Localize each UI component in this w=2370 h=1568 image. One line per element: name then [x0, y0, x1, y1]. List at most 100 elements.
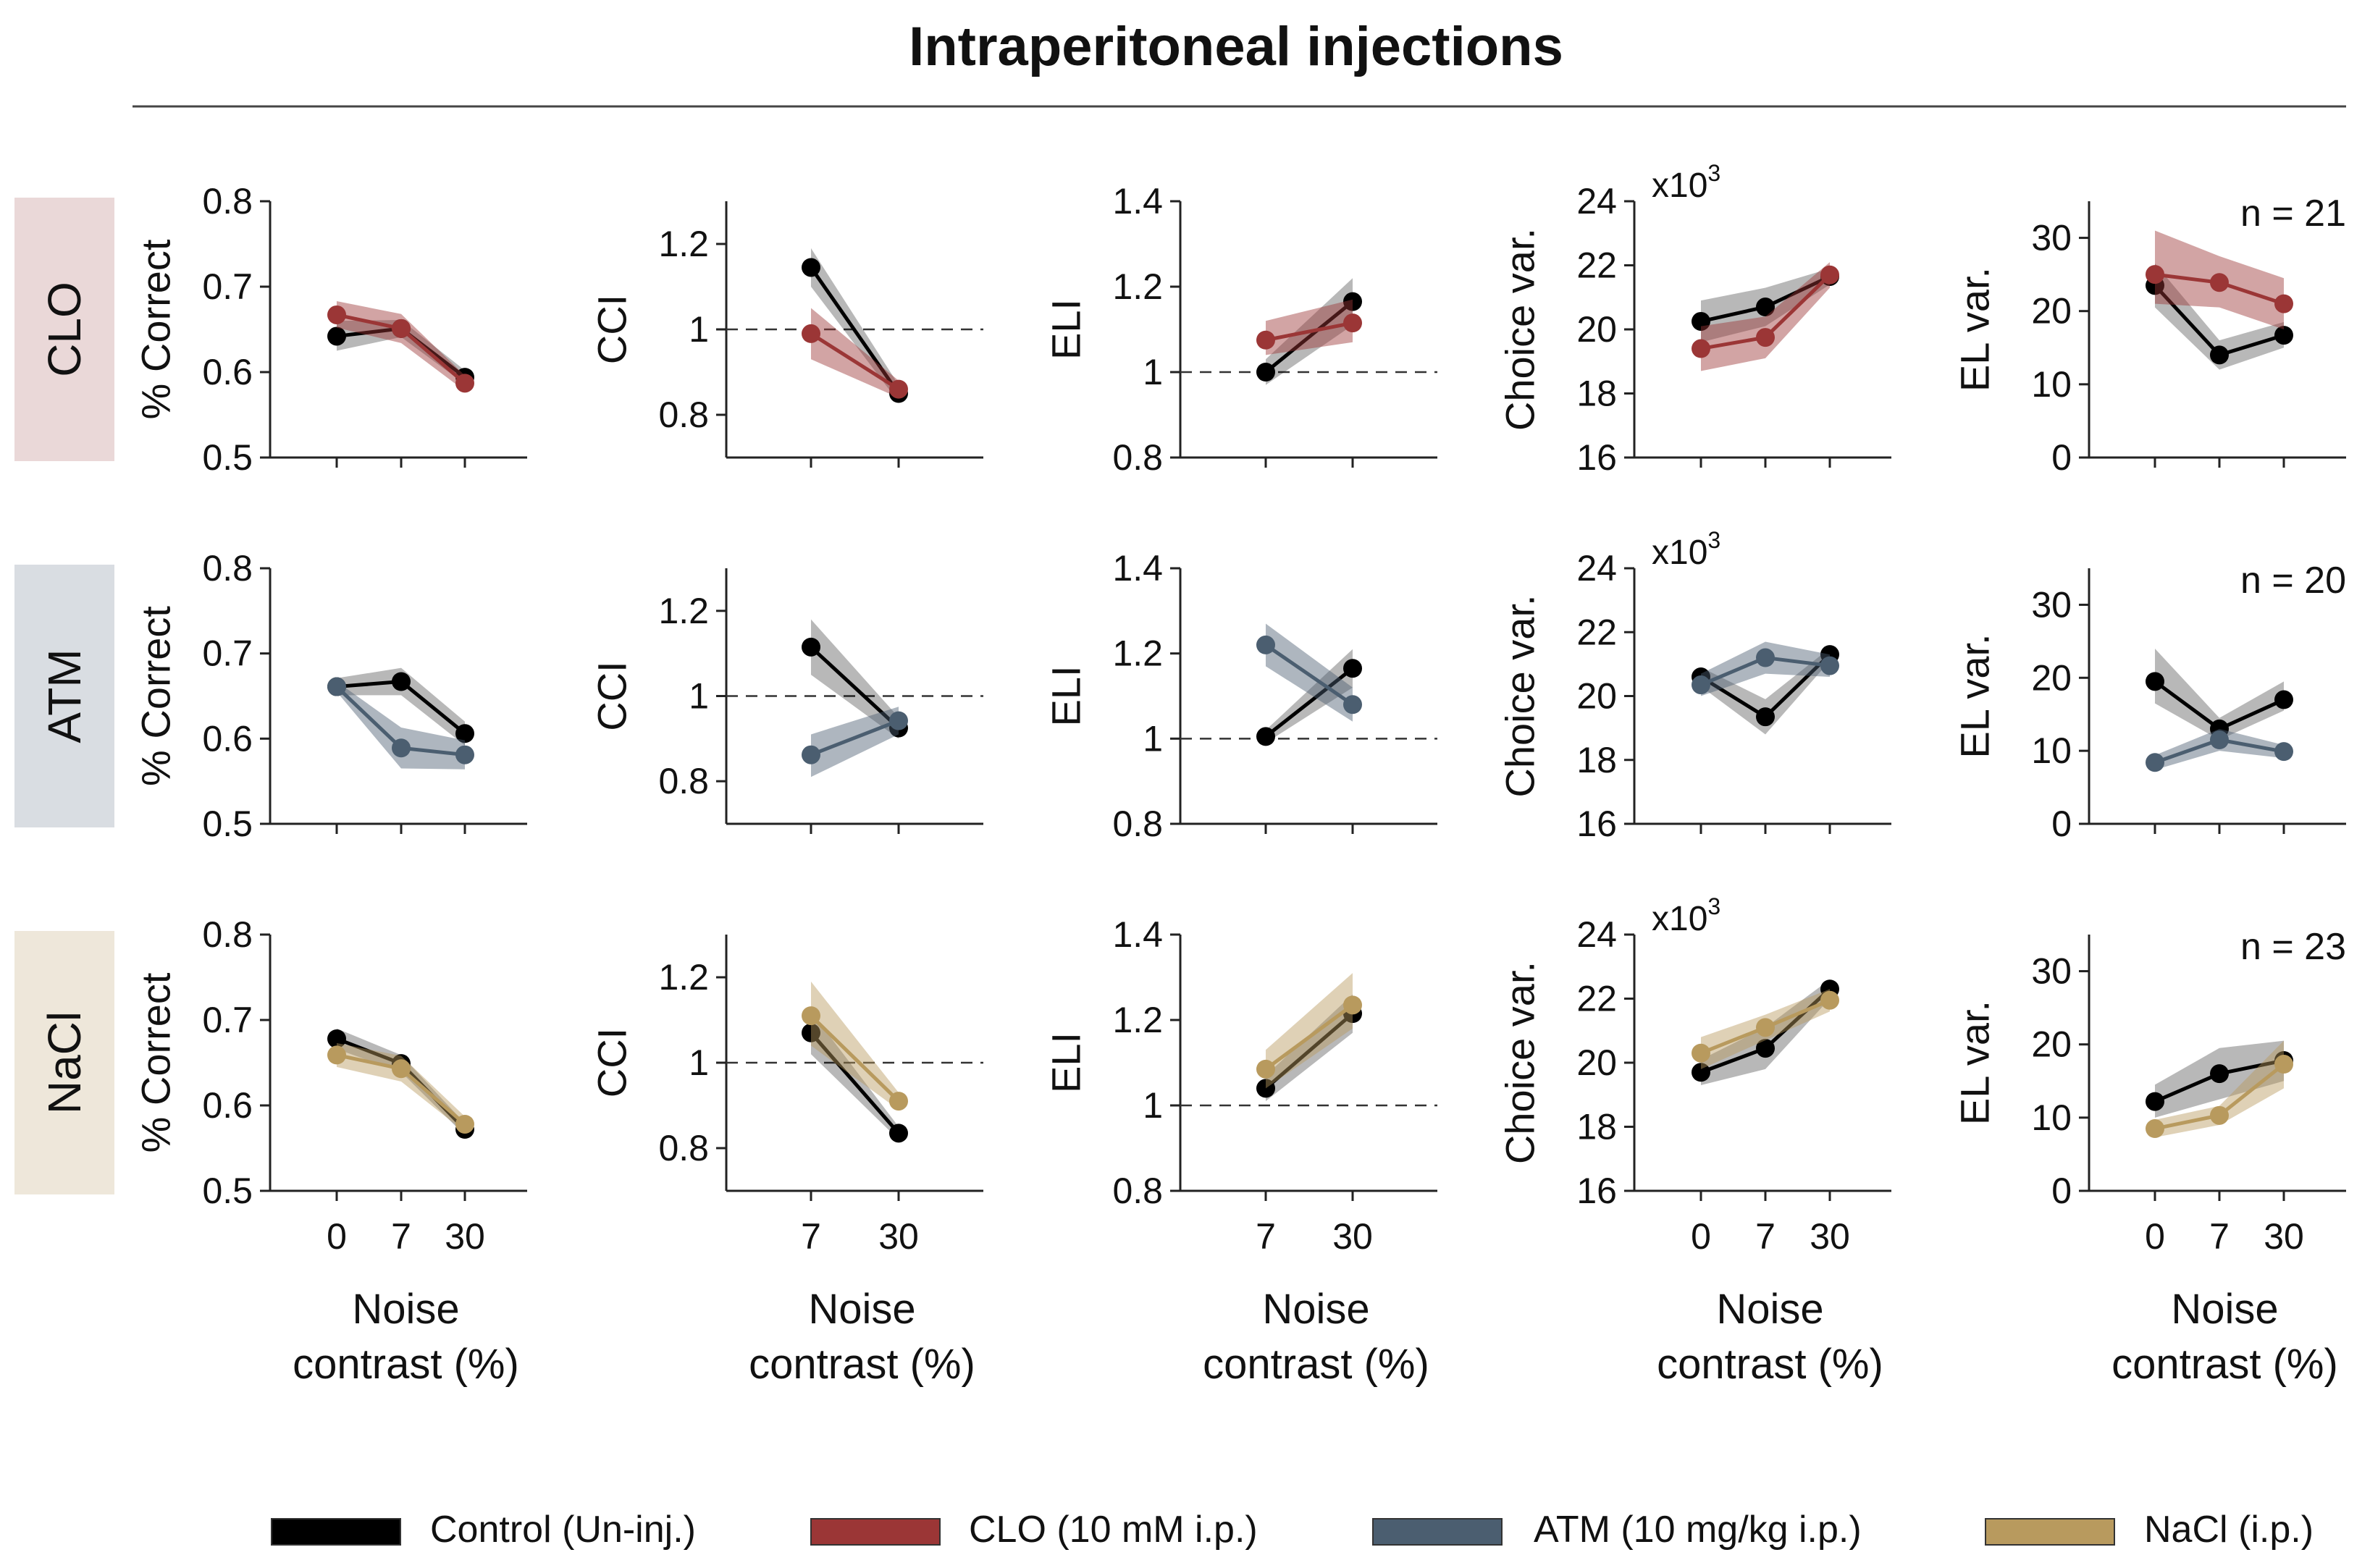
y-axis-label: EL var.: [1952, 1000, 1998, 1125]
y-axis-label: Choice var.: [1497, 228, 1543, 431]
y-tick-label: 10: [2031, 364, 2072, 405]
row-label-text: ATM: [38, 649, 91, 743]
panel-el_var-ATM: 0 10 20 30 EL var. n = 20: [1952, 560, 2346, 844]
clo-series-point: [392, 319, 411, 338]
y-axis-label: Choice var.: [1497, 594, 1543, 797]
y-tick-label: 22: [1576, 979, 1617, 1019]
y-tick-label: 0.8: [1112, 1171, 1163, 1211]
nacl-series-point: [1820, 990, 1839, 1010]
panel-choice_var-CLO: 16 18 20 22 24 Choice var. x103: [1497, 160, 1891, 478]
panel-correct-ATM: 0.5 0.6 0.7 0.8 % Correct: [133, 548, 527, 844]
y-tick-label: 20: [1576, 1042, 1617, 1083]
legend-label: Control (Un-inj.): [430, 1509, 696, 1551]
y-tick-label: 0.8: [202, 914, 253, 955]
legend-label: NaCl (i.p.): [2144, 1509, 2314, 1551]
y-tick-label: 24: [1576, 914, 1617, 955]
clo-series-line: [1265, 321, 1353, 342]
control-series-point: [2146, 1092, 2164, 1111]
y-tick-label: 20: [2031, 1024, 2072, 1065]
x-tick-label: 7: [1755, 1216, 1776, 1257]
y-axis-label: % Correct: [133, 972, 179, 1152]
clo-series-point: [327, 305, 346, 324]
atm-series-point: [392, 738, 411, 758]
panel-cci-NaCl: 0.8 1 1.2 CCI 7 30: [589, 935, 983, 1257]
y-tick-label: 1: [1143, 352, 1163, 392]
control-series-point: [2210, 345, 2229, 365]
panel-eli-NaCl: 0.8 1 1.2 1.4 ELI 7 30: [1043, 914, 1437, 1257]
nacl-series-point: [327, 1045, 346, 1065]
atm-series-point: [2210, 730, 2229, 750]
y-tick-label: 22: [1576, 612, 1617, 652]
y-tick-label: 0.8: [658, 761, 709, 801]
y-tick-label: 24: [1576, 548, 1617, 589]
atm-series-point: [802, 745, 820, 764]
x-tick-label: 7: [391, 1216, 411, 1257]
x-tick-label: 30: [2264, 1216, 2304, 1257]
y-tick-label: 30: [2031, 951, 2072, 992]
control-series-point: [1256, 1079, 1275, 1098]
y-tick-label: 0.8: [658, 1128, 709, 1168]
control-series-point: [2274, 690, 2293, 709]
x-axis-label-line2: contrast (%): [749, 1341, 975, 1388]
row-label-text: CLO: [38, 282, 91, 377]
atm-series-point: [1756, 648, 1775, 667]
y-tick-label: 24: [1576, 181, 1617, 222]
y-tick-label: 20: [2031, 657, 2072, 698]
y-axis-label: CCI: [589, 295, 635, 364]
y-tick-label: 1: [689, 1042, 709, 1083]
y-tick-label: 16: [1576, 1171, 1617, 1211]
nacl-series-line: [810, 1014, 900, 1103]
x-axis-label-line1: Noise: [1262, 1286, 1369, 1333]
legend: Control (Un-inj.) CLO (10 mM i.p.) ATM (10…: [271, 1509, 2314, 1551]
control-series-point: [327, 1029, 346, 1048]
y-tick-label: 0.5: [202, 1171, 253, 1211]
y-tick-label: 22: [1576, 245, 1617, 286]
y-tick-label: 0.5: [202, 804, 253, 844]
panel-correct-NaCl: 0.5 0.6 0.7 0.8 % Correct 0 7 30: [133, 914, 527, 1257]
nacl-series-line: [1264, 1003, 1354, 1071]
nacl-series-point: [455, 1114, 474, 1134]
x-tick-label: 7: [801, 1216, 821, 1257]
clo-series-point: [1343, 313, 1362, 333]
legend-item-nacl: NaCl (i.p.): [1985, 1509, 2314, 1551]
x-axis-label-line2: contrast (%): [1203, 1341, 1429, 1388]
y-axis-label: CCI: [589, 661, 635, 730]
y-multiplier-label: x103: [1652, 893, 1720, 938]
y-axis-label: ELI: [1043, 299, 1089, 360]
clo-series-point: [802, 324, 820, 343]
y-tick-label: 30: [2031, 218, 2072, 258]
y-tick-label: 10: [2031, 730, 2072, 771]
control-series-point: [802, 637, 820, 657]
control-series-line: [810, 646, 900, 730]
control-series-point: [889, 1124, 908, 1143]
panel-correct-CLO: 0.5 0.6 0.7 0.8 % Correct: [133, 181, 527, 478]
row-label-bg: [14, 565, 114, 827]
y-tick-label: 20: [2031, 291, 2072, 332]
row-label-text: NaCl: [38, 1011, 91, 1114]
panel-eli-ATM: 0.8 1 1.2 1.4 ELI: [1043, 548, 1437, 844]
y-tick-label: 0.8: [658, 395, 709, 435]
atm-series-line: [1264, 643, 1354, 707]
nacl-series-point: [2274, 1055, 2293, 1074]
atm-series-ci-band: [337, 681, 465, 770]
x-tick-label: 7: [2209, 1216, 2230, 1257]
control-series-ci-band: [2155, 263, 2284, 370]
panels-grid: 0.5 0.6 0.7 0.8 % Correct 0.5 0.6 0.7 0.8 % Corre…: [133, 160, 2346, 1257]
legend-swatch: [271, 1518, 401, 1546]
y-tick-label: 20: [1576, 676, 1617, 717]
row-label-ATM: ATM: [14, 565, 114, 827]
legend-item-clo: CLO (10 mM i.p.): [810, 1509, 1258, 1551]
panel-cci-ATM: 0.8 1 1.2 CCI: [589, 568, 983, 834]
control-series-point: [2146, 672, 2164, 691]
y-tick-label: 16: [1576, 804, 1617, 844]
clo-series-line: [810, 332, 900, 391]
control-series-point: [1343, 659, 1362, 678]
y-axis-label: EL var.: [1952, 267, 1998, 392]
x-axis-label-line1: Noise: [352, 1286, 459, 1333]
control-series-point: [1692, 311, 1710, 331]
y-axis-label: EL var.: [1952, 633, 1998, 758]
y-multiplier-label: x103: [1652, 160, 1720, 205]
legend-item-atm: ATM (10 mg/kg i.p.): [1372, 1509, 1862, 1551]
control-series-point: [802, 1023, 820, 1042]
atm-series-point: [1692, 675, 1710, 695]
